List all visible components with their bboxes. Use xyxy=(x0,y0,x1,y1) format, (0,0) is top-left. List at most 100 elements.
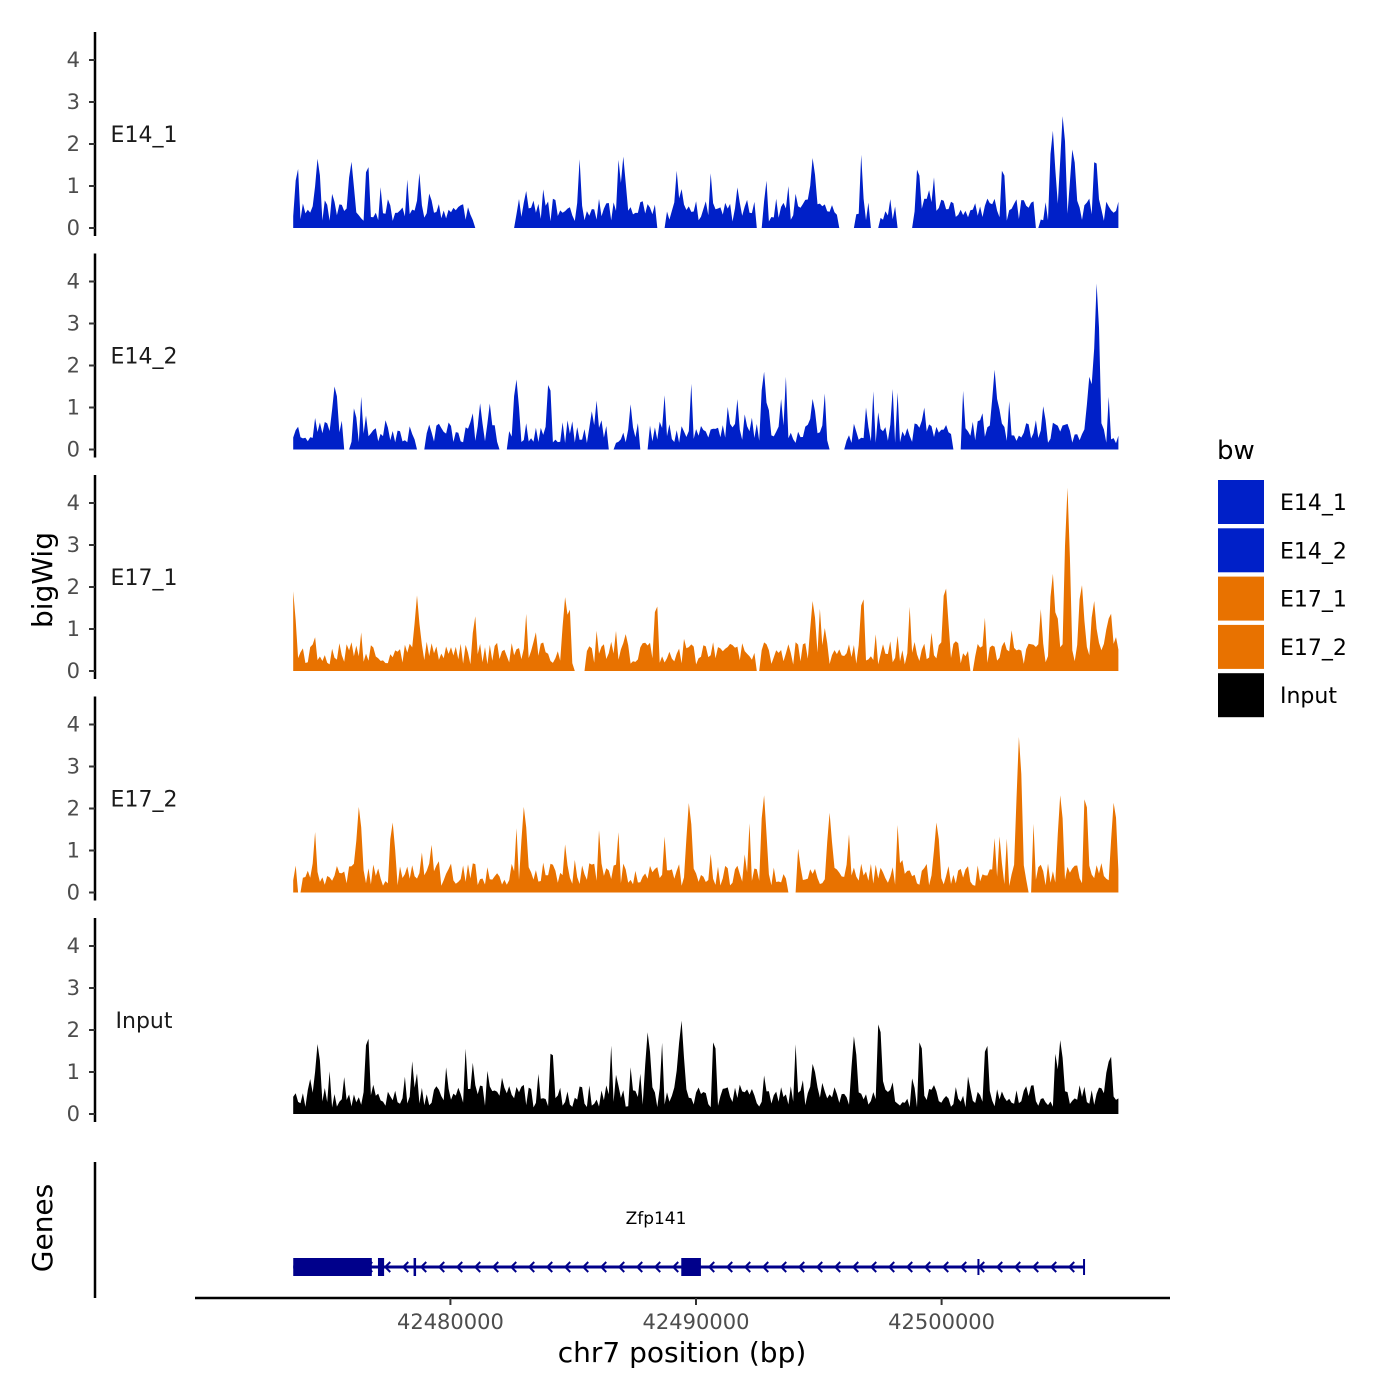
strand-arrow xyxy=(869,1261,877,1273)
legend-items: E14_1 E14_2 E17_1 E17_2 Input xyxy=(1218,480,1347,718)
legend: bw E14_1 E14_2 E17_1 E17_2 Input xyxy=(1217,436,1347,718)
y-tick-label: 1 xyxy=(67,617,80,641)
strand-arrow xyxy=(851,1261,859,1273)
strand-arrow xyxy=(563,1261,571,1273)
legend-label-E14_1: E14_1 xyxy=(1280,491,1347,516)
y-tick-label: 0 xyxy=(67,438,80,462)
y-tick-label: 2 xyxy=(67,1018,80,1042)
strand-arrow xyxy=(941,1261,949,1273)
strand-arrow xyxy=(653,1261,661,1273)
strand-arrow xyxy=(995,1261,1003,1273)
y-tick-label: 0 xyxy=(67,659,80,683)
strand-arrow xyxy=(509,1261,517,1273)
legend-swatch-Input xyxy=(1218,673,1264,718)
strand-arrow xyxy=(707,1261,715,1273)
strand-arrow xyxy=(761,1261,769,1273)
x-axis: 42480000 42490000 42500000 chr7 position (… xyxy=(195,1296,1170,1369)
track-label: Input xyxy=(116,1009,173,1034)
strand-arrow xyxy=(617,1261,625,1273)
y-axis-title-group: bigWig xyxy=(26,532,59,628)
gene-exon xyxy=(681,1258,701,1276)
track-label: E17_1 xyxy=(111,566,178,591)
strand-arrow xyxy=(527,1261,535,1273)
y-tick-label: 2 xyxy=(67,575,80,599)
strand-arrow xyxy=(815,1261,823,1273)
signal-area-E14_2 xyxy=(293,283,1119,450)
y-tick-label: 4 xyxy=(67,713,80,737)
gene-exon xyxy=(377,1258,385,1276)
signal-area-E14_1 xyxy=(293,116,1119,228)
y-tick-label: 1 xyxy=(67,174,80,198)
gene-model xyxy=(293,1258,1086,1276)
y-tick-label: 2 xyxy=(67,354,80,378)
strand-arrow xyxy=(1067,1261,1075,1273)
y-tick-label: 3 xyxy=(67,976,80,1000)
strand-arrow xyxy=(1013,1261,1021,1273)
strand-arrow xyxy=(833,1261,841,1273)
strand-arrow xyxy=(473,1261,481,1273)
x-axis-title: chr7 position (bp) xyxy=(558,1336,807,1369)
strand-arrow xyxy=(437,1261,445,1273)
track-E17_1: 0 1 2 3 4 E17_1 xyxy=(67,475,1119,683)
y-tick-label: 2 xyxy=(67,797,80,821)
y-axis-title: bigWig xyxy=(26,532,59,628)
y-tick-label: 4 xyxy=(67,270,80,294)
y-tick-label: 0 xyxy=(67,1102,80,1126)
strand-arrow xyxy=(545,1261,553,1273)
legend-swatch-E14_2 xyxy=(1218,528,1264,573)
strand-arrow xyxy=(599,1261,607,1273)
y-tick-label: 0 xyxy=(67,881,80,905)
y-tick-label: 3 xyxy=(67,533,80,557)
strand-arrow xyxy=(491,1261,499,1273)
y-tick-label: 3 xyxy=(67,755,80,779)
legend-title: bw xyxy=(1217,436,1255,466)
track-E14_2: 0 1 2 3 4 E14_2 xyxy=(67,253,1119,462)
y-tick-label: 4 xyxy=(67,491,80,515)
y-tick-label: 3 xyxy=(67,90,80,114)
y-tick-label: 3 xyxy=(67,312,80,336)
strand-arrow xyxy=(959,1261,967,1273)
strand-arrow xyxy=(905,1261,913,1273)
y-tick-label: 0 xyxy=(67,216,80,240)
strand-arrow xyxy=(401,1261,409,1273)
y-tick-label: 2 xyxy=(67,132,80,156)
x-tick-label: 42490000 xyxy=(643,1310,750,1334)
strand-arrow xyxy=(743,1261,751,1273)
gene-name-label: Zfp141 xyxy=(626,1209,687,1229)
signal-area-Input xyxy=(293,1020,1119,1114)
strand-arrow xyxy=(887,1261,895,1273)
strand-arrow xyxy=(419,1261,427,1273)
track-Input: 0 1 2 3 4 Input xyxy=(67,918,1119,1126)
y-tick-label: 4 xyxy=(67,48,80,72)
y-tick-label: 4 xyxy=(67,934,80,958)
strand-arrow xyxy=(1049,1261,1057,1273)
legend-swatch-E17_1 xyxy=(1218,576,1264,621)
legend-label-Input: Input xyxy=(1280,684,1337,709)
legend-label-E14_2: E14_2 xyxy=(1280,539,1347,564)
legend-label-E17_2: E17_2 xyxy=(1280,636,1347,661)
signal-area-E17_2 xyxy=(293,736,1119,893)
gene-exon xyxy=(413,1258,417,1276)
y-tick-label: 1 xyxy=(67,1060,80,1084)
gene-track-label: Genes xyxy=(26,1184,59,1272)
legend-swatch-E14_1 xyxy=(1218,480,1264,524)
strand-arrow xyxy=(1031,1261,1039,1273)
track-label: E14_2 xyxy=(111,345,178,370)
strand-arrow xyxy=(383,1261,391,1273)
track-E14_1: 0 1 2 3 4 E14_1 xyxy=(67,32,1119,240)
strand-arrow xyxy=(797,1261,805,1273)
gene-track: Genes Zfp141 xyxy=(26,1162,1086,1298)
strand-arrow xyxy=(779,1261,787,1273)
signal-area-E17_1 xyxy=(293,487,1119,671)
track-E17_2: 0 1 2 3 4 E17_2 xyxy=(67,696,1119,905)
legend-label-E17_1: E17_1 xyxy=(1280,588,1347,613)
track-label: E17_2 xyxy=(111,788,178,813)
strand-arrow xyxy=(671,1261,679,1273)
track-label: E14_1 xyxy=(111,123,178,148)
strand-arrow xyxy=(581,1261,589,1273)
x-tick-label: 42500000 xyxy=(888,1310,995,1334)
legend-swatch-E17_2 xyxy=(1218,624,1264,669)
x-tick-label: 42480000 xyxy=(397,1310,504,1334)
strand-arrow xyxy=(725,1261,733,1273)
